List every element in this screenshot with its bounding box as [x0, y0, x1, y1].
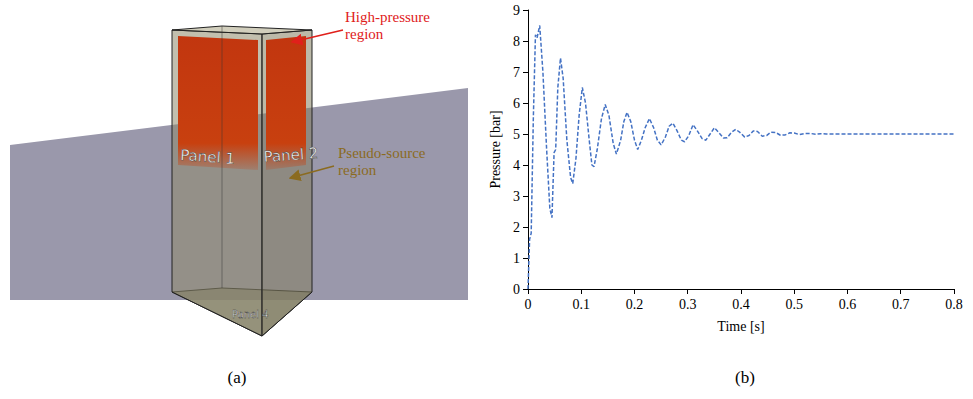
svg-text:0.7: 0.7 [892, 297, 910, 312]
svg-text:Panel 4: Panel 4 [232, 309, 269, 320]
svg-text:0.4: 0.4 [732, 297, 750, 312]
svg-text:8: 8 [513, 34, 520, 49]
svg-text:0.5: 0.5 [786, 297, 804, 312]
html-text:(a): (a) [227, 368, 247, 387]
svg-text:Pseudo-sourceregion: Pseudo-sourceregion [338, 145, 426, 178]
svg-text:0: 0 [525, 297, 532, 312]
svg-text:0.3: 0.3 [679, 297, 697, 312]
svg-text:0.8: 0.8 [945, 297, 963, 312]
svg-text:3: 3 [513, 189, 520, 204]
svg-text:Panel 1: Panel 1 [180, 146, 236, 168]
svg-text:5: 5 [513, 127, 520, 142]
svg-text:4: 4 [513, 158, 520, 173]
svg-text:Pressure [bar]: Pressure [bar] [488, 110, 503, 188]
svg-text:7: 7 [513, 65, 520, 80]
html-text:(b): (b) [735, 368, 755, 387]
svg-text:0.2: 0.2 [626, 297, 644, 312]
svg-text:2: 2 [513, 220, 520, 235]
svg-text:0.1: 0.1 [573, 297, 591, 312]
svg-text:Time [s]: Time [s] [717, 319, 764, 334]
svg-text:Panel 2: Panel 2 [263, 144, 319, 166]
svg-text:0.6: 0.6 [839, 297, 857, 312]
svg-text:0: 0 [513, 282, 520, 297]
svg-text:6: 6 [513, 96, 520, 111]
svg-text:1: 1 [513, 251, 520, 266]
svg-text:9: 9 [513, 3, 520, 18]
svg-text:High-pressureregion: High-pressureregion [345, 9, 430, 42]
